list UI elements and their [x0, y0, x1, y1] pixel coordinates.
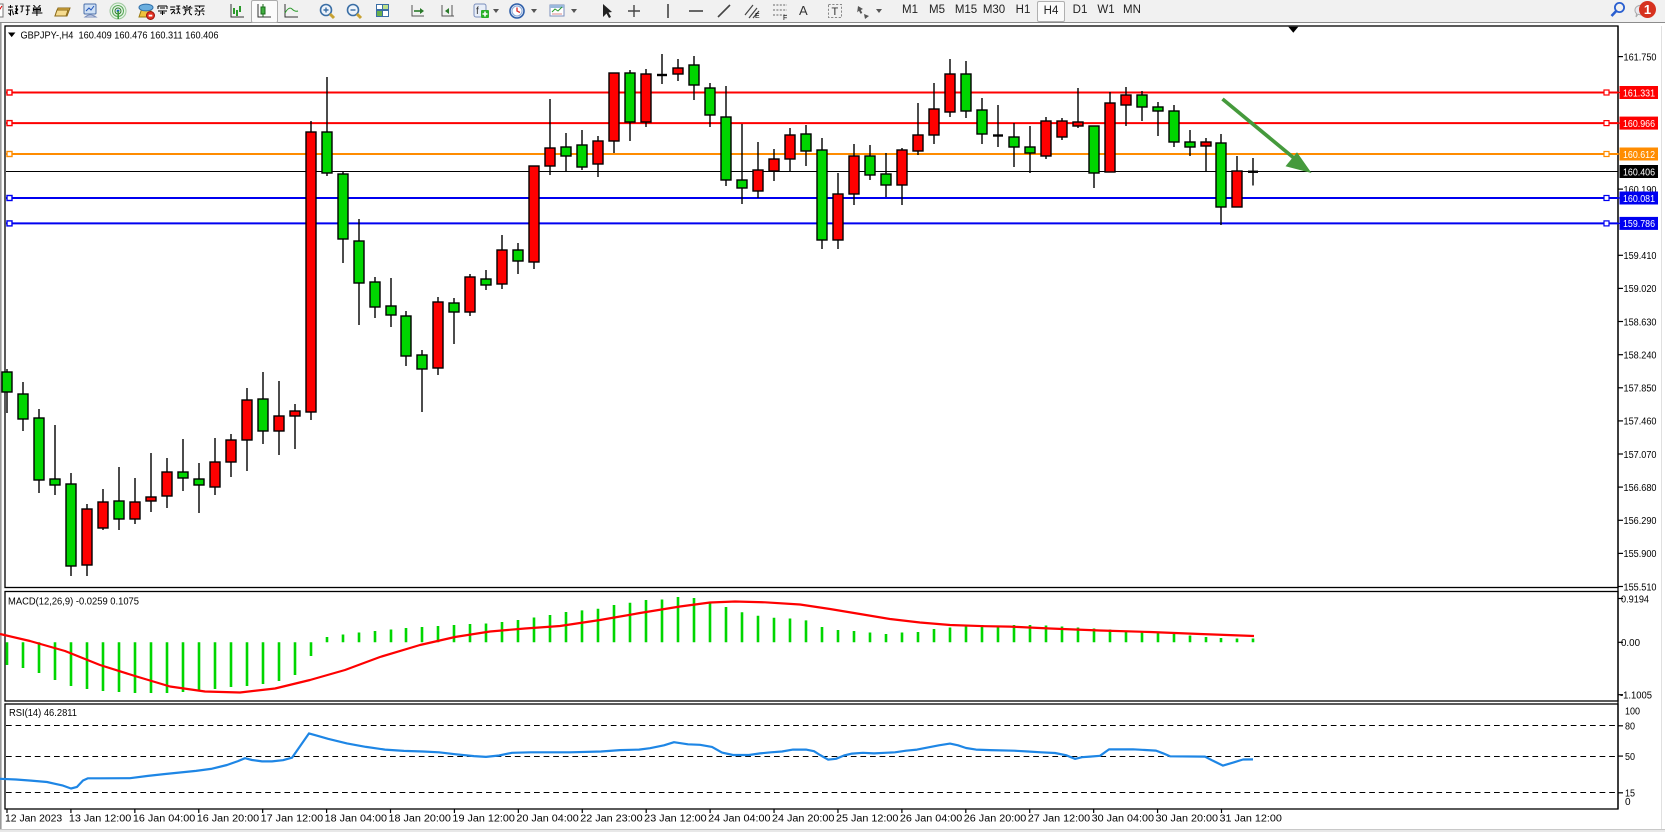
- svg-text:157.850: 157.850: [1624, 384, 1657, 395]
- svg-text:E: E: [755, 13, 760, 20]
- svg-text:RSI(14) 46.2811: RSI(14) 46.2811: [9, 707, 77, 719]
- svg-text:160.406: 160.406: [1623, 167, 1655, 178]
- svg-text:19 Jan 12:00: 19 Jan 12:00: [452, 814, 515, 825]
- svg-text:18 Jan 20:00: 18 Jan 20:00: [389, 814, 452, 825]
- svg-text:24 Jan 20:00: 24 Jan 20:00: [772, 814, 835, 825]
- svg-text:158.630: 158.630: [1624, 317, 1657, 328]
- svg-text:160.081: 160.081: [1623, 194, 1655, 205]
- svg-text:158.240: 158.240: [1624, 351, 1657, 362]
- svg-text:24 Jan 04:00: 24 Jan 04:00: [708, 814, 771, 825]
- svg-text:159.786: 159.786: [1623, 219, 1655, 230]
- svg-text:161.750: 161.750: [1624, 52, 1657, 63]
- svg-text:160.612: 160.612: [1623, 150, 1655, 161]
- svg-text:GBPJPY-,H4 160.409 160.476 16: GBPJPY-,H4 160.409 160.476 160.311 160.4…: [21, 30, 219, 42]
- svg-text:157.070: 157.070: [1624, 450, 1657, 461]
- svg-text:26 Jan 20:00: 26 Jan 20:00: [964, 814, 1027, 825]
- svg-text:0.00: 0.00: [1621, 638, 1640, 649]
- svg-text:159.410: 159.410: [1624, 251, 1657, 262]
- svg-text:155.510: 155.510: [1624, 582, 1657, 593]
- svg-text:15: 15: [1625, 789, 1635, 800]
- svg-text:80: 80: [1625, 722, 1635, 733]
- svg-text:31 Jan 12:00: 31 Jan 12:00: [1219, 814, 1282, 825]
- svg-text:30 Jan 04:00: 30 Jan 04:00: [1092, 814, 1155, 825]
- svg-text:MACD(12,26,9) -0.0259 0.1075: MACD(12,26,9) -0.0259 0.1075: [8, 596, 139, 608]
- svg-text:-1.1005: -1.1005: [1620, 691, 1652, 702]
- svg-text:13 Jan 12:00: 13 Jan 12:00: [69, 814, 132, 825]
- svg-text:17 Jan 12:00: 17 Jan 12:00: [261, 814, 324, 825]
- svg-text:F: F: [783, 15, 787, 21]
- svg-text:23 Jan 12:00: 23 Jan 12:00: [644, 814, 707, 825]
- svg-text:159.020: 159.020: [1624, 284, 1657, 295]
- svg-text:50: 50: [1625, 752, 1635, 763]
- svg-text:27 Jan 12:00: 27 Jan 12:00: [1028, 814, 1091, 825]
- svg-text:30 Jan 20:00: 30 Jan 20:00: [1156, 814, 1219, 825]
- svg-text:156.680: 156.680: [1624, 483, 1657, 494]
- svg-text:f: f: [476, 6, 479, 17]
- svg-text:25 Jan 12:00: 25 Jan 12:00: [836, 814, 899, 825]
- svg-text:100: 100: [1625, 707, 1640, 718]
- svg-text:20 Jan 04:00: 20 Jan 04:00: [516, 814, 579, 825]
- svg-text:160.190: 160.190: [1624, 185, 1657, 196]
- svg-text:156.290: 156.290: [1624, 516, 1657, 527]
- svg-text:T: T: [832, 6, 839, 18]
- svg-text:160.966: 160.966: [1623, 119, 1655, 130]
- svg-text:22 Jan 23:00: 22 Jan 23:00: [580, 814, 643, 825]
- svg-text:16 Jan 20:00: 16 Jan 20:00: [197, 814, 260, 825]
- svg-text:157.460: 157.460: [1624, 417, 1657, 428]
- svg-text:18 Jan 04:00: 18 Jan 04:00: [325, 814, 388, 825]
- svg-text:0: 0: [1625, 797, 1631, 808]
- svg-text:12 Jan 2023: 12 Jan 2023: [5, 814, 63, 825]
- svg-text:26 Jan 04:00: 26 Jan 04:00: [900, 814, 963, 825]
- svg-text:161.331: 161.331: [1623, 88, 1655, 99]
- svg-text:155.900: 155.900: [1624, 549, 1657, 560]
- svg-text:16 Jan 04:00: 16 Jan 04:00: [133, 814, 196, 825]
- svg-text:0.9194: 0.9194: [1621, 594, 1649, 605]
